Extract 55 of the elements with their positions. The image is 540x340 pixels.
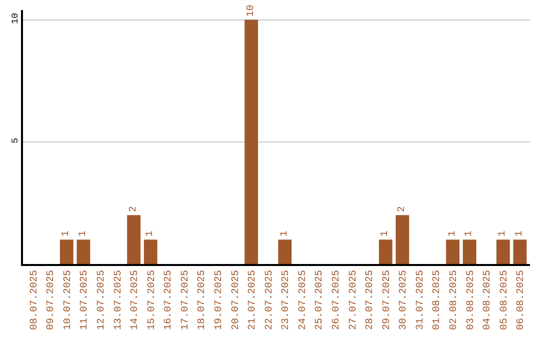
y-tick-label: 5 xyxy=(10,138,20,144)
data-label: 1 xyxy=(447,230,458,237)
bar xyxy=(396,215,410,264)
x-tick-label: 14.07.2025 xyxy=(130,270,142,330)
bar xyxy=(446,240,460,264)
bar xyxy=(244,20,258,264)
x-tick-label: 17.07.2025 xyxy=(180,270,192,330)
x-tick-label: 21.07.2025 xyxy=(248,270,259,330)
data-label: 1 xyxy=(464,230,476,237)
x-tick-label: 06.08.2025 xyxy=(516,270,528,330)
x-tick-label: 03.08.2025 xyxy=(466,270,477,330)
x-tick-label: 30.07.2025 xyxy=(398,270,410,330)
x-tick-label: 15.07.2025 xyxy=(146,270,158,330)
data-label: 1 xyxy=(498,230,509,237)
data-label: 1 xyxy=(279,230,290,237)
x-tick-label: 09.07.2025 xyxy=(46,270,58,330)
bar xyxy=(496,240,510,264)
x-tick-label: 04.08.2025 xyxy=(482,270,494,330)
x-tick-label: 02.08.2025 xyxy=(449,270,460,330)
data-label: 1 xyxy=(514,230,526,237)
x-tick-label: 24.07.2025 xyxy=(298,270,309,330)
x-tick-label: 26.07.2025 xyxy=(332,270,343,330)
x-tick-label: 31.07.2025 xyxy=(415,270,426,330)
data-label: 2 xyxy=(128,206,140,212)
x-tick-label: 08.07.2025 xyxy=(29,270,40,330)
x-tick-label: 23.07.2025 xyxy=(281,270,292,330)
x-tick-label: 19.07.2025 xyxy=(214,270,225,330)
bar xyxy=(60,240,74,264)
x-tick-label: 12.07.2025 xyxy=(96,270,108,330)
x-tick-label: 05.08.2025 xyxy=(499,270,510,330)
x-tick-label: 25.07.2025 xyxy=(314,270,326,330)
data-label: 1 xyxy=(145,230,156,237)
bar xyxy=(278,240,292,264)
x-tick-label: 16.07.2025 xyxy=(164,270,175,330)
x-tick-label: 28.07.2025 xyxy=(365,270,376,330)
x-tick-label: 01.08.2025 xyxy=(432,270,444,330)
data-label: 1 xyxy=(61,230,72,237)
data-label: 1 xyxy=(380,230,392,237)
x-tick-label: 27.07.2025 xyxy=(348,270,360,330)
x-tick-label: 29.07.2025 xyxy=(382,270,393,330)
bar xyxy=(144,240,158,264)
bar xyxy=(127,215,141,264)
data-label: 10 xyxy=(246,4,257,17)
bar xyxy=(513,240,527,264)
x-tick-label: 11.07.2025 xyxy=(80,270,91,330)
bar xyxy=(76,240,90,264)
data-label: 2 xyxy=(396,206,408,212)
x-tick-label: 18.07.2025 xyxy=(197,270,208,330)
x-tick-label: 13.07.2025 xyxy=(113,270,124,330)
bar xyxy=(378,240,392,264)
x-tick-label: 22.07.2025 xyxy=(264,270,276,330)
x-tick-label: 20.07.2025 xyxy=(230,270,242,330)
bar xyxy=(462,240,476,264)
data-label: 1 xyxy=(78,230,89,237)
x-tick-label: 10.07.2025 xyxy=(62,270,74,330)
